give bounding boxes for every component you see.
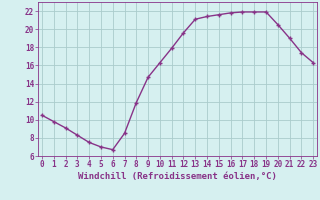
X-axis label: Windchill (Refroidissement éolien,°C): Windchill (Refroidissement éolien,°C) <box>78 172 277 181</box>
